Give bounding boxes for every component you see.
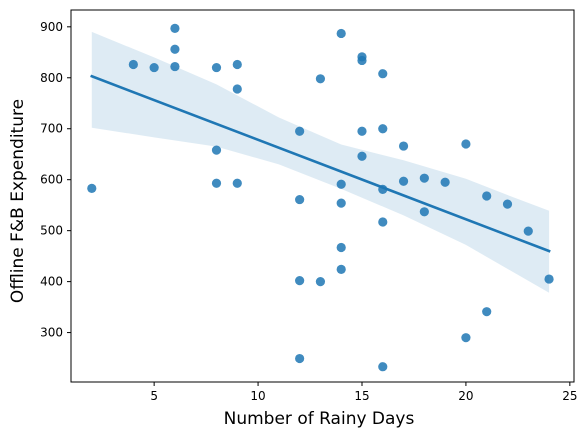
data-point <box>232 178 242 188</box>
y-tick-label: 600 <box>40 173 63 187</box>
data-point <box>295 353 305 364</box>
y-tick-label: 500 <box>40 224 63 238</box>
regression-line-layer <box>90 74 551 253</box>
data-point <box>523 226 533 236</box>
data-point <box>378 362 388 372</box>
data-point <box>419 207 429 217</box>
data-point <box>419 173 429 183</box>
data-point <box>357 126 367 136</box>
data-point <box>398 141 409 151</box>
data-point <box>502 199 513 209</box>
data-point <box>336 28 346 39</box>
x-tick-label: 25 <box>562 389 577 403</box>
y-tick-label: 700 <box>40 122 63 136</box>
x-tick-label: 5 <box>150 389 158 403</box>
x-axis-label: Number of Rainy Days <box>224 409 415 429</box>
regression-line <box>90 74 551 253</box>
y-tick-label: 400 <box>40 275 63 289</box>
data-point <box>315 277 326 287</box>
data-point <box>295 126 305 136</box>
y-tick-label: 800 <box>40 71 63 85</box>
data-point <box>336 264 346 274</box>
data-point <box>398 176 409 186</box>
data-point <box>378 184 388 194</box>
data-point <box>315 74 326 84</box>
y-axis: 300 400 500 600 700 800 900 <box>40 20 71 340</box>
y-tick-label: 300 <box>40 326 63 340</box>
data-point <box>544 274 554 284</box>
x-tick-label: 10 <box>250 389 265 403</box>
y-tick-label: 900 <box>40 20 63 34</box>
data-point <box>211 62 222 73</box>
data-point <box>232 84 242 94</box>
data-point <box>378 217 388 227</box>
data-point <box>357 151 367 161</box>
data-point <box>149 62 159 73</box>
data-point <box>211 178 222 188</box>
x-tick-label: 15 <box>354 389 369 403</box>
data-point <box>357 55 367 66</box>
data-point <box>87 183 97 193</box>
data-point <box>482 307 492 317</box>
data-point <box>336 179 346 189</box>
data-point <box>170 44 180 54</box>
data-point <box>295 194 305 205</box>
data-point <box>336 242 346 253</box>
plot-frame <box>70 9 575 383</box>
data-point <box>170 61 180 72</box>
data-point <box>461 139 471 149</box>
data-point <box>336 198 346 208</box>
data-point <box>211 145 222 155</box>
data-point <box>170 23 180 33</box>
data-point <box>378 124 388 134</box>
data-points-layer <box>87 23 554 372</box>
data-point <box>232 59 242 70</box>
data-point <box>295 275 305 286</box>
data-point <box>440 177 450 187</box>
x-axis: 5 10 15 20 25 <box>150 382 577 403</box>
data-point <box>482 191 492 201</box>
data-point <box>128 59 138 70</box>
x-tick-label: 20 <box>458 389 473 403</box>
y-axis-label: Offline F&B Expenditure <box>8 99 28 303</box>
data-point <box>461 333 471 343</box>
data-point <box>378 69 388 79</box>
